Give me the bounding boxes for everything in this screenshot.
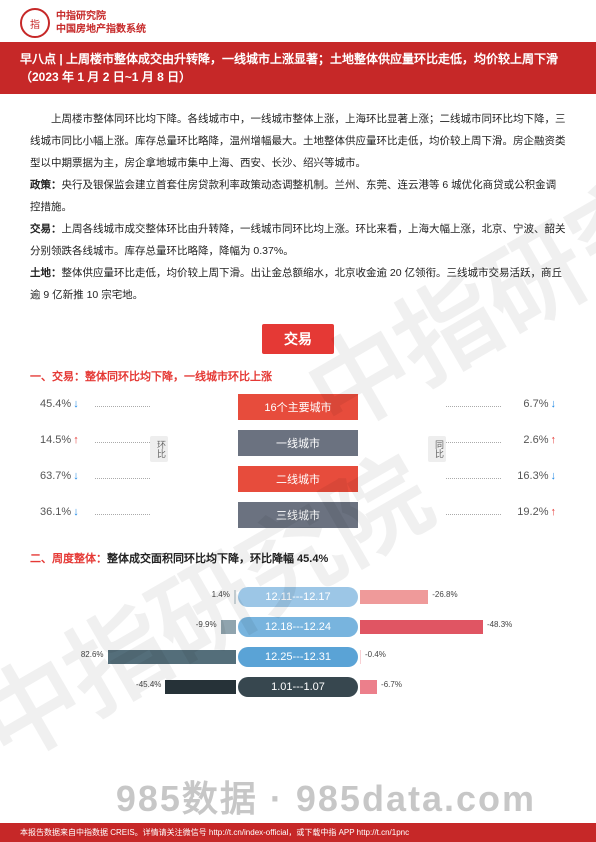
right-bar-label: -26.8% bbox=[432, 590, 457, 599]
trade-label: 交易： bbox=[30, 223, 62, 235]
policy-label: 政策： bbox=[30, 179, 62, 191]
section-tag: 交易 bbox=[262, 324, 334, 354]
logo-icon: 指 bbox=[20, 8, 50, 38]
policy-line: 政策：央行及银保监会建立首套住房贷款利率政策动态调整机制。兰州、东莞、连云港等 … bbox=[30, 174, 566, 218]
right-bar-label: -0.4% bbox=[365, 650, 386, 659]
tier-pill: 16个主要城市 bbox=[238, 394, 358, 420]
left-value: 36.1%↓ bbox=[40, 506, 79, 518]
connector-left bbox=[95, 442, 150, 443]
left-value: 45.4%↓ bbox=[40, 398, 79, 410]
left-bar bbox=[165, 680, 236, 694]
connector-right bbox=[446, 442, 501, 443]
left-bar-label: 82.6% bbox=[81, 650, 104, 659]
right-bar bbox=[360, 650, 361, 664]
tier-change-chart: 环比 同比 16个主要城市45.4%↓6.7%↓一线城市14.5%↑2.6%↑二… bbox=[40, 394, 556, 544]
land-line: 土地：整体供应量环比走低，均价较上周下滑。出让金总额缩水，北京收金逾 20 亿领… bbox=[30, 262, 566, 306]
date-pill: 1.01---1.07 bbox=[238, 677, 358, 697]
left-bar bbox=[221, 620, 236, 634]
heading-1: 一、交易：整体同环比均下降，一线城市环比上涨 bbox=[30, 368, 566, 384]
trade-text: 上周各线城市成交整体环比由升转降，一线城市同环比均上涨。环比来看，上海大幅上涨，… bbox=[30, 223, 566, 257]
heading-2-rest: 整体成交面积同环比均下降，环比降幅 45.4% bbox=[107, 553, 328, 565]
content: 上周楼市整体同环比均下降。各线城市中，一线城市整体上涨，上海环比显著上涨；二线城… bbox=[0, 94, 596, 716]
org-line1: 中指研究院 bbox=[56, 10, 146, 23]
tier-row: 一线城市 bbox=[40, 430, 556, 456]
tier-pill: 一线城市 bbox=[238, 430, 358, 456]
date-pill: 12.11---12.17 bbox=[238, 587, 358, 607]
connector-left bbox=[95, 478, 150, 479]
footer-bar: 本报告数据来自中指数据 CREIS。详情请关注微信号 http://t.cn/i… bbox=[0, 823, 596, 842]
right-value: 6.7%↓ bbox=[523, 398, 556, 410]
tier-pill: 三线城市 bbox=[238, 502, 358, 528]
header: 指 中指研究院 中国房地产指数系统 bbox=[0, 0, 596, 42]
trade-line: 交易：上周各线城市成交整体环比由升转降，一线城市同环比均上涨。环比来看，上海大幅… bbox=[30, 218, 566, 262]
week-row: 12.11---12.17 1.4% -26.8% bbox=[50, 584, 546, 610]
tier-row: 二线城市 bbox=[40, 466, 556, 492]
heading-2: 二、周度整体：整体成交面积同环比均下降，环比降幅 45.4% bbox=[30, 550, 566, 566]
date-pill: 12.25---12.31 bbox=[238, 647, 358, 667]
right-value: 16.3%↓ bbox=[517, 470, 556, 482]
policy-text: 央行及银保监会建立首套住房贷款利率政策动态调整机制。兰州、东莞、连云港等 6 城… bbox=[30, 179, 556, 213]
heading-2-prefix: 二、周度整体： bbox=[30, 553, 107, 565]
heading-1-prefix: 一、交易： bbox=[30, 371, 85, 383]
summary-paragraph: 上周楼市整体同环比均下降。各线城市中，一线城市整体上涨，上海环比显著上涨；二线城… bbox=[30, 108, 566, 174]
right-bar-label: -48.3% bbox=[487, 620, 512, 629]
connector-right bbox=[446, 478, 501, 479]
left-value: 63.7%↓ bbox=[40, 470, 79, 482]
right-bar bbox=[360, 590, 428, 604]
week-row: 1.01---1.07 -45.4% -6.7% bbox=[50, 674, 546, 700]
heading-1-rest: 整体同环比均下降，一线城市环比上涨 bbox=[85, 371, 272, 383]
section-tag-wrap: 交易 bbox=[30, 324, 566, 354]
right-value: 2.6%↑ bbox=[523, 434, 556, 446]
right-bar-label: -6.7% bbox=[381, 680, 402, 689]
land-label: 土地： bbox=[30, 267, 62, 279]
right-bar bbox=[360, 680, 377, 694]
land-text: 整体供应量环比走低，均价较上周下滑。出让金总额缩水，北京收金逾 20 亿领衔。三… bbox=[30, 267, 562, 301]
org-block: 中指研究院 中国房地产指数系统 bbox=[56, 10, 146, 36]
weekly-bar-chart: 12.11---12.17 1.4% -26.8% 12.18---12.24 -9.9… bbox=[50, 576, 546, 716]
connector-right bbox=[446, 406, 501, 407]
right-value: 19.2%↑ bbox=[517, 506, 556, 518]
connector-left bbox=[95, 406, 150, 407]
tier-row: 16个主要城市 bbox=[40, 394, 556, 420]
date-pill: 12.18---12.24 bbox=[238, 617, 358, 637]
left-bar bbox=[234, 590, 236, 604]
left-value: 14.5%↑ bbox=[40, 434, 79, 446]
left-bar-label: 1.4% bbox=[212, 590, 230, 599]
title-bar: 早八点 | 上周楼市整体成交由升转降，一线城市上涨显著；土地整体供应量环比走低，… bbox=[0, 42, 596, 94]
tier-pill: 二线城市 bbox=[238, 466, 358, 492]
right-bar bbox=[360, 620, 483, 634]
left-bar-label: -45.4% bbox=[136, 680, 161, 689]
left-bar bbox=[108, 650, 236, 664]
watermark-site: 985数据 · 985data.com bbox=[116, 770, 536, 822]
tier-row: 三线城市 bbox=[40, 502, 556, 528]
week-row: 12.25---12.31 82.6% -0.4% bbox=[50, 644, 546, 670]
org-line2: 中国房地产指数系统 bbox=[56, 23, 146, 36]
connector-right bbox=[446, 514, 501, 515]
left-bar-label: -9.9% bbox=[196, 620, 217, 629]
week-row: 12.18---12.24 -9.9% -48.3% bbox=[50, 614, 546, 640]
connector-left bbox=[95, 514, 150, 515]
